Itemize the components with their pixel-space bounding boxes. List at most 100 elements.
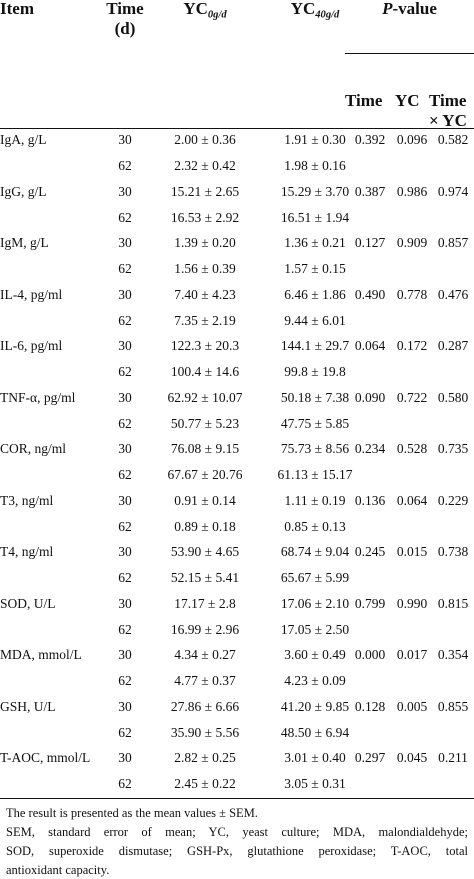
yc0-cell: 2.00 ± 0.36 bbox=[174, 132, 236, 147]
p-time-cell: 0.136 bbox=[354, 492, 386, 508]
header-yc0: YC0g/d bbox=[183, 0, 227, 21]
yc40-cell: 6.46 ± 1.86 bbox=[284, 286, 346, 302]
item-cell: COR, ng/ml bbox=[0, 441, 67, 456]
yc40-cell: 41.20 ± 9.85 bbox=[280, 698, 350, 714]
p-interaction-cell: 0.354 bbox=[437, 647, 469, 662]
yc40-cell: 1.36 ± 0.21 bbox=[284, 235, 346, 250]
yc0-cell: 76.08 ± 9.15 bbox=[170, 441, 240, 456]
header-sub-time: Time bbox=[345, 91, 383, 110]
yc0-cell: 100.4 ± 14.6 bbox=[170, 364, 240, 379]
yc40-cell: 99.8 ± 19.8 bbox=[284, 364, 346, 379]
p-time-cell: 0.799 bbox=[354, 595, 386, 611]
time-cell: 30 bbox=[118, 286, 132, 302]
time-cell: 62 bbox=[118, 570, 132, 585]
yc0-cell: 52.15 ± 5.41 bbox=[170, 570, 240, 585]
p-interaction-cell: 0.738 bbox=[437, 544, 469, 559]
time-cell: 30 bbox=[118, 492, 132, 508]
p-interaction-cell: 0.476 bbox=[437, 286, 469, 302]
yc40-cell: 0.85 ± 0.13 bbox=[284, 518, 346, 534]
yc0-cell: 1.56 ± 0.39 bbox=[174, 261, 236, 276]
item-cell: T4, ng/ml bbox=[0, 544, 54, 559]
yc40-cell: 50.18 ± 7.38 bbox=[280, 389, 350, 405]
item-cell: GSH, U/L bbox=[0, 698, 56, 714]
yc0-cell: 27.86 ± 6.66 bbox=[170, 698, 240, 714]
yc0-cell: 53.90 ± 4.65 bbox=[170, 544, 240, 559]
p-yc-cell: 0.528 bbox=[396, 441, 428, 456]
yc0-cell: 16.53 ± 2.92 bbox=[170, 209, 240, 225]
time-cell: 62 bbox=[118, 724, 132, 740]
header-time: Time (d) bbox=[106, 0, 144, 38]
time-cell: 62 bbox=[118, 312, 132, 328]
p-interaction-cell: 0.855 bbox=[437, 698, 469, 714]
yc40-cell: 144.1 ± 29.7 bbox=[280, 338, 350, 353]
header-sub-time-x-yc: Time × YC bbox=[429, 91, 467, 130]
footnote-line-2: SEM, standard error of mean; YC, yeast c… bbox=[6, 825, 468, 839]
time-cell: 30 bbox=[118, 389, 132, 405]
p-yc-cell: 0.005 bbox=[396, 698, 428, 714]
time-cell: 30 bbox=[118, 338, 132, 353]
yc0-cell: 50.77 ± 5.23 bbox=[170, 415, 240, 431]
yc40-cell: 75.73 ± 8.56 bbox=[280, 441, 350, 456]
item-cell: IgA, g/L bbox=[0, 132, 47, 147]
time-cell: 62 bbox=[118, 364, 132, 379]
time-cell: 30 bbox=[118, 647, 132, 662]
yc40-cell: 61.13 ± 15.17 bbox=[277, 467, 353, 482]
time-cell: 30 bbox=[118, 595, 132, 611]
p-interaction-cell: 0.287 bbox=[437, 338, 469, 353]
time-cell: 62 bbox=[118, 467, 132, 482]
yc0-cell: 62.92 ± 10.07 bbox=[167, 389, 243, 405]
p-time-cell: 0.128 bbox=[354, 698, 386, 714]
time-cell: 30 bbox=[118, 698, 132, 714]
p-yc-cell: 0.986 bbox=[396, 183, 428, 199]
time-cell: 30 bbox=[118, 235, 132, 250]
yc0-cell: 7.35 ± 2.19 bbox=[174, 312, 236, 328]
p-time-cell: 0.245 bbox=[354, 544, 386, 559]
item-cell: IL-6, pg/ml bbox=[0, 338, 63, 353]
header-p-value: P-value bbox=[382, 0, 437, 18]
p-time-cell: 0.127 bbox=[354, 235, 386, 250]
p-interaction-cell: 0.580 bbox=[437, 389, 469, 405]
yc0-cell: 16.99 ± 2.96 bbox=[170, 621, 240, 637]
yc0-cell: 0.89 ± 0.18 bbox=[174, 518, 236, 534]
footnote-line-1: The result is presented as the mean valu… bbox=[6, 806, 258, 820]
p-time-cell: 0.234 bbox=[354, 441, 386, 456]
yc40-cell: 65.67 ± 5.99 bbox=[280, 570, 350, 585]
yc40-cell: 3.05 ± 0.31 bbox=[284, 776, 346, 791]
yc40-cell: 1.91 ± 0.30 bbox=[284, 132, 346, 147]
yc40-cell: 1.57 ± 0.15 bbox=[284, 261, 346, 276]
time-cell: 30 bbox=[118, 183, 132, 199]
header-yc40: YC40g/d bbox=[290, 0, 340, 21]
footnote-line-4: antioxidant capacity. bbox=[6, 863, 110, 877]
yc40-cell: 3.60 ± 0.49 bbox=[284, 647, 346, 662]
header-bottom-rule bbox=[0, 128, 474, 129]
item-cell: MDA, mmol/L bbox=[0, 647, 82, 662]
p-yc-cell: 0.909 bbox=[396, 235, 428, 250]
p-yc-cell: 0.064 bbox=[396, 492, 428, 508]
yc40-cell: 16.51 ± 1.94 bbox=[280, 209, 350, 225]
item-cell: SOD, U/L bbox=[0, 595, 56, 611]
p-yc-cell: 0.778 bbox=[396, 286, 428, 302]
yc0-cell: 7.40 ± 4.23 bbox=[174, 286, 236, 302]
yc40-cell: 48.50 ± 6.94 bbox=[280, 724, 350, 740]
yc0-cell: 17.17 ± 2.8 bbox=[174, 595, 236, 611]
p-time-cell: 0.490 bbox=[354, 286, 386, 302]
yc0-cell: 4.77 ± 0.37 bbox=[174, 673, 236, 688]
p-yc-cell: 0.722 bbox=[396, 389, 428, 405]
yc0-cell: 4.34 ± 0.27 bbox=[174, 647, 236, 662]
p-time-cell: 0.392 bbox=[354, 132, 386, 147]
yc40-cell: 15.29 ± 3.70 bbox=[280, 183, 350, 199]
yc40-cell: 17.06 ± 2.10 bbox=[280, 595, 350, 611]
p-yc-cell: 0.096 bbox=[396, 132, 428, 147]
time-cell: 30 bbox=[118, 132, 132, 147]
p-interaction-cell: 0.974 bbox=[437, 183, 469, 199]
yc40-cell: 47.75 ± 5.85 bbox=[280, 415, 350, 431]
yc0-cell: 67.67 ± 20.76 bbox=[167, 467, 243, 482]
p-interaction-cell: 0.211 bbox=[438, 750, 468, 765]
yc0-cell: 122.3 ± 20.3 bbox=[170, 338, 240, 353]
header-item: Item bbox=[0, 0, 34, 18]
p-time-cell: 0.387 bbox=[354, 183, 386, 199]
header-sub-yc: YC bbox=[395, 91, 420, 110]
yc40-cell: 1.11 ± 0.19 bbox=[284, 492, 346, 508]
yc40-cell: 1.98 ± 0.16 bbox=[284, 158, 346, 173]
p-interaction-cell: 0.229 bbox=[437, 492, 469, 508]
